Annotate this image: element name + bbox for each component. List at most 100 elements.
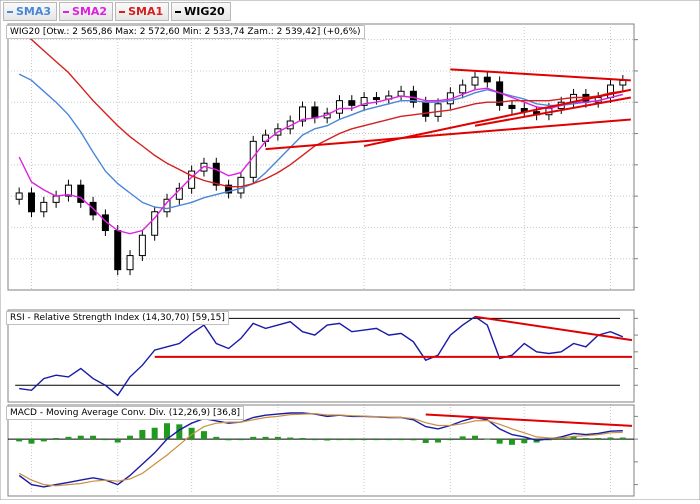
legend-label-sma3: SMA3 <box>16 5 52 18</box>
candle-body <box>335 100 343 114</box>
macd-histogram-bar <box>410 439 417 441</box>
legend-item-sma2[interactable]: SMA2 <box>59 2 114 21</box>
macd-histogram-bar <box>299 437 306 440</box>
legend-label-sma2: SMA2 <box>72 5 108 18</box>
price-trend-line <box>450 68 631 82</box>
macd-histogram-bar <box>570 436 577 440</box>
legend-bar: SMA3 SMA2 SMA1 WIG20 <box>3 2 231 21</box>
price-trend-line <box>474 96 632 127</box>
series-line-signal <box>18 412 623 487</box>
candle-body <box>360 97 368 106</box>
legend-swatch-wig20 <box>175 10 182 13</box>
candle-body <box>607 84 615 99</box>
macd-histogram-bar <box>348 439 355 441</box>
candle-body <box>77 184 85 203</box>
macd-histogram-bar <box>114 439 121 443</box>
macd-panel <box>7 404 638 497</box>
candle-body <box>397 90 405 97</box>
macd-histogram-bar <box>422 439 429 443</box>
legend-swatch-sma2 <box>63 10 70 13</box>
macd-histogram-bar <box>40 439 47 442</box>
macd-histogram-bar <box>188 427 195 440</box>
macd-histogram-bar <box>619 437 626 440</box>
rsi-resistance-line <box>474 315 633 342</box>
macd-histogram-bar <box>53 437 60 440</box>
candle-body <box>508 104 516 109</box>
macd-histogram-bar <box>435 439 442 443</box>
macd-histogram-bar <box>472 435 478 440</box>
macd-histogram-bar <box>373 439 380 441</box>
series-line-sma3 <box>18 73 623 210</box>
macd-histogram-bar <box>447 439 454 441</box>
rsi-panel <box>7 309 638 403</box>
legend-item-wig20[interactable]: WIG20 <box>171 2 231 21</box>
candle-body <box>459 84 467 94</box>
legend-item-sma3[interactable]: SMA3 <box>3 2 58 21</box>
series-line-sma1 <box>18 29 623 188</box>
macd-histogram-bar <box>164 423 170 440</box>
candle-body <box>299 106 307 122</box>
price-trend-line <box>363 88 632 148</box>
candle-body <box>15 192 23 200</box>
macd-histogram-bar <box>607 437 614 440</box>
legend-item-sma1[interactable]: SMA1 <box>115 2 170 21</box>
candle-body <box>138 234 146 257</box>
candle-body <box>311 106 319 119</box>
macd-histogram-bar <box>28 439 35 444</box>
price-trend-line <box>265 118 631 151</box>
price-panel <box>7 23 638 494</box>
candle-body <box>249 140 257 178</box>
macd-histogram-bar <box>250 436 257 440</box>
macd-histogram-bar <box>16 439 23 442</box>
candle-body <box>225 184 233 194</box>
candle-body <box>619 79 627 86</box>
macd-histogram-bar <box>521 439 528 444</box>
candle-body <box>422 101 430 117</box>
macd-trend-line <box>425 413 633 427</box>
candle-body <box>471 76 479 86</box>
series-line-sma2 <box>18 87 623 235</box>
rsi-title: RSI - Relative Strength Index (14,30,70)… <box>6 311 229 325</box>
series-line-macd <box>18 412 623 488</box>
macd-plot-area <box>7 404 635 497</box>
macd-histogram-bar <box>496 439 503 444</box>
macd-histogram-bar <box>77 435 84 440</box>
macd-histogram-bar <box>237 439 244 441</box>
macd-title: MACD - Moving Average Conv. Div. (12,26,… <box>6 406 245 420</box>
macd-histogram-bar <box>459 436 466 440</box>
macd-histogram-bar <box>225 439 232 441</box>
macd-histogram-bar <box>200 431 207 440</box>
series-line-rsi <box>19 315 624 397</box>
macd-histogram-bar <box>311 439 318 441</box>
macd-histogram-bar <box>324 439 331 441</box>
candle-body <box>126 255 134 271</box>
macd-histogram-bar <box>176 424 183 440</box>
candle-body <box>348 100 356 106</box>
macd-histogram-bar <box>287 437 294 440</box>
macd-histogram-bar <box>484 438 491 440</box>
macd-histogram-bar <box>151 427 158 440</box>
macd-histogram-bar <box>508 439 515 445</box>
candle-body <box>40 201 48 213</box>
macd-histogram-bar <box>274 436 281 440</box>
candle-body <box>64 184 72 197</box>
candle-body <box>483 76 491 83</box>
legend-label-wig20: WIG20 <box>184 5 225 18</box>
macd-histogram-bar <box>262 436 269 440</box>
candle-body <box>151 211 159 236</box>
candle-body <box>52 195 60 203</box>
macd-histogram-bar <box>102 439 109 441</box>
candle-body <box>212 162 220 186</box>
macd-histogram-bar <box>385 439 392 441</box>
candle-body <box>27 192 35 213</box>
macd-histogram-bar <box>582 437 589 440</box>
macd-histogram-bar <box>139 430 146 440</box>
macd-histogram-bar <box>398 439 405 441</box>
candle-body <box>237 176 245 194</box>
legend-swatch-sma3 <box>7 10 13 13</box>
macd-histogram-bar <box>213 436 220 440</box>
macd-histogram-bar <box>361 439 368 441</box>
macd-histogram-bar <box>127 435 134 440</box>
